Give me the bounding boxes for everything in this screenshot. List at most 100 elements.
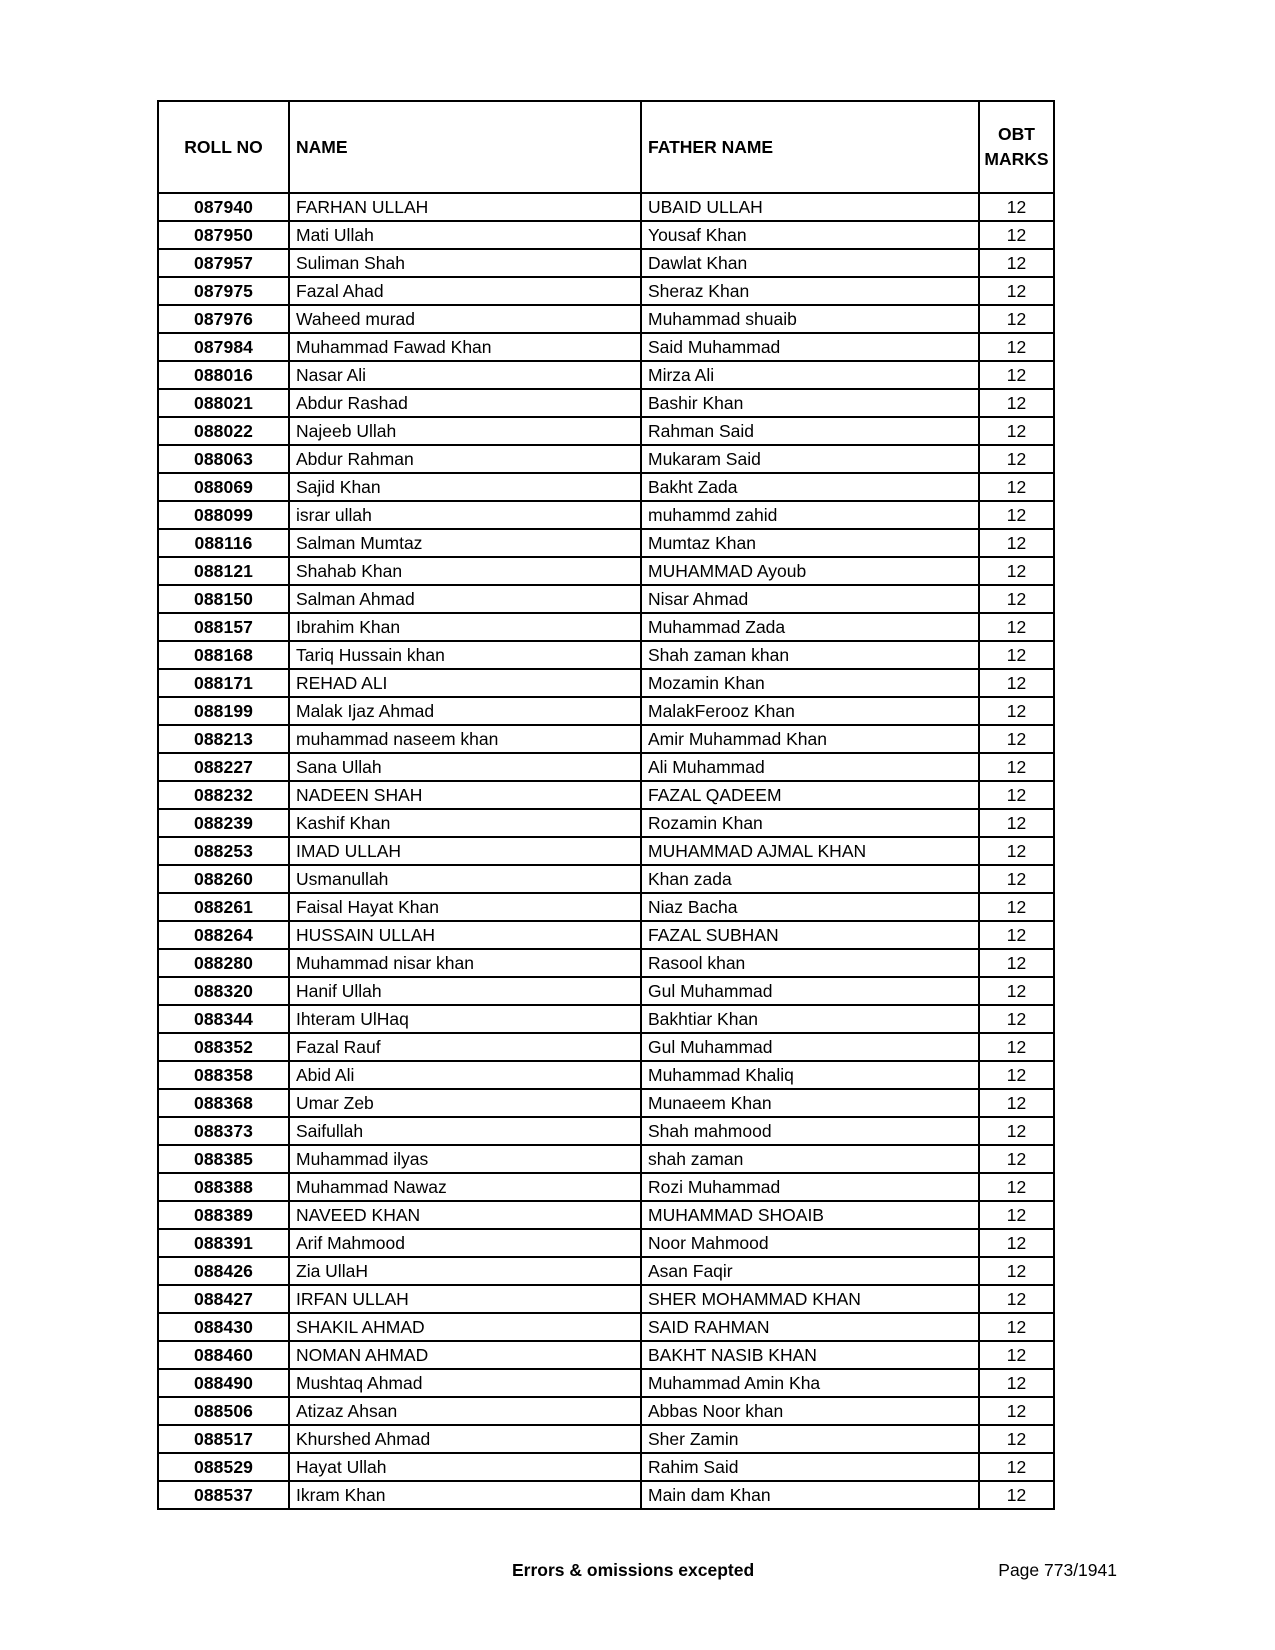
table-row: 088537 Ikram Khan Main dam Khan 12 bbox=[157, 1480, 1055, 1510]
cell-father-name: Mumtaz Khan bbox=[640, 528, 980, 558]
cell-father-name: Main dam Khan bbox=[640, 1480, 980, 1510]
cell-roll-no: 088517 bbox=[157, 1424, 290, 1454]
cell-roll-no: 088232 bbox=[157, 780, 290, 810]
table-row: 087976 Waheed murad Muhammad shuaib 12 bbox=[157, 304, 1055, 334]
table-row: 088022 Najeeb Ullah Rahman Said 12 bbox=[157, 416, 1055, 446]
cell-father-name: Gul Muhammad bbox=[640, 976, 980, 1006]
cell-roll-no: 087976 bbox=[157, 304, 290, 334]
cell-father-name: Shah mahmood bbox=[640, 1116, 980, 1146]
cell-father-name: Bashir Khan bbox=[640, 388, 980, 418]
cell-obt-marks: 12 bbox=[978, 528, 1055, 558]
cell-roll-no: 088385 bbox=[157, 1144, 290, 1174]
cell-roll-no: 088373 bbox=[157, 1116, 290, 1146]
cell-roll-no: 087950 bbox=[157, 220, 290, 250]
cell-roll-no: 087940 bbox=[157, 192, 290, 222]
cell-roll-no: 088063 bbox=[157, 444, 290, 474]
cell-name: Hanif Ullah bbox=[288, 976, 642, 1006]
cell-obt-marks: 12 bbox=[978, 1368, 1055, 1398]
cell-roll-no: 088213 bbox=[157, 724, 290, 754]
cell-obt-marks: 12 bbox=[978, 1088, 1055, 1118]
table-row: 087957 Suliman Shah Dawlat Khan 12 bbox=[157, 248, 1055, 278]
cell-name: Mushtaq Ahmad bbox=[288, 1368, 642, 1398]
cell-obt-marks: 12 bbox=[978, 1228, 1055, 1258]
table-row: 088121 Shahab Khan MUHAMMAD Ayoub 12 bbox=[157, 556, 1055, 586]
cell-roll-no: 088388 bbox=[157, 1172, 290, 1202]
cell-name: Salman Ahmad bbox=[288, 584, 642, 614]
table-row: 088063 Abdur Rahman Mukaram Said 12 bbox=[157, 444, 1055, 474]
cell-obt-marks: 12 bbox=[978, 1284, 1055, 1314]
cell-obt-marks: 12 bbox=[978, 1312, 1055, 1342]
table-row: 088213 muhammad naseem khan Amir Muhammad … bbox=[157, 724, 1055, 754]
cell-father-name: Mozamin Khan bbox=[640, 668, 980, 698]
table-row: 088352 Fazal Rauf Gul Muhammad 12 bbox=[157, 1032, 1055, 1062]
cell-roll-no: 087984 bbox=[157, 332, 290, 362]
cell-obt-marks: 12 bbox=[978, 360, 1055, 390]
cell-father-name: Noor Mahmood bbox=[640, 1228, 980, 1258]
table-row: 088150 Salman Ahmad Nisar Ahmad 12 bbox=[157, 584, 1055, 614]
cell-obt-marks: 12 bbox=[978, 472, 1055, 502]
cell-name: NAVEED KHAN bbox=[288, 1200, 642, 1230]
cell-name: Abid Ali bbox=[288, 1060, 642, 1090]
marks-table: ROLL NO NAME FATHER NAME OBT MARKS 08794… bbox=[157, 100, 1055, 1510]
cell-father-name: Rahim Said bbox=[640, 1452, 980, 1482]
cell-name: muhammad naseem khan bbox=[288, 724, 642, 754]
cell-father-name: UBAID ULLAH bbox=[640, 192, 980, 222]
cell-father-name: Ali Muhammad bbox=[640, 752, 980, 782]
table-row: 088368 Umar Zeb Munaeem Khan 12 bbox=[157, 1088, 1055, 1118]
cell-father-name: Said Muhammad bbox=[640, 332, 980, 362]
cell-obt-marks: 12 bbox=[978, 640, 1055, 670]
cell-roll-no: 087975 bbox=[157, 276, 290, 306]
cell-name: Faisal Hayat Khan bbox=[288, 892, 642, 922]
cell-father-name: shah zaman bbox=[640, 1144, 980, 1174]
cell-obt-marks: 12 bbox=[978, 584, 1055, 614]
cell-father-name: Muhammad shuaib bbox=[640, 304, 980, 334]
cell-obt-marks: 12 bbox=[978, 192, 1055, 222]
cell-father-name: Muhammad Khaliq bbox=[640, 1060, 980, 1090]
cell-name: Atizaz Ahsan bbox=[288, 1396, 642, 1426]
cell-obt-marks: 12 bbox=[978, 836, 1055, 866]
table-row: 088427 IRFAN ULLAH SHER MOHAMMAD KHAN 12 bbox=[157, 1284, 1055, 1314]
cell-father-name: MalakFerooz Khan bbox=[640, 696, 980, 726]
cell-obt-marks: 12 bbox=[978, 416, 1055, 446]
cell-obt-marks: 12 bbox=[978, 948, 1055, 978]
cell-father-name: Dawlat Khan bbox=[640, 248, 980, 278]
cell-name: Muhammad ilyas bbox=[288, 1144, 642, 1174]
cell-obt-marks: 12 bbox=[978, 1060, 1055, 1090]
table-row: 088099 israr ullah muhammd zahid 12 bbox=[157, 500, 1055, 530]
cell-name: Muhammad Fawad Khan bbox=[288, 332, 642, 362]
cell-obt-marks: 12 bbox=[978, 1480, 1055, 1510]
cell-name: Tariq Hussain khan bbox=[288, 640, 642, 670]
cell-roll-no: 088116 bbox=[157, 528, 290, 558]
cell-name: NOMAN AHMAD bbox=[288, 1340, 642, 1370]
cell-father-name: Munaeem Khan bbox=[640, 1088, 980, 1118]
table-row: 088261 Faisal Hayat Khan Niaz Bacha 12 bbox=[157, 892, 1055, 922]
cell-name: IMAD ULLAH bbox=[288, 836, 642, 866]
cell-roll-no: 088168 bbox=[157, 640, 290, 670]
cell-obt-marks: 12 bbox=[978, 248, 1055, 278]
cell-obt-marks: 12 bbox=[978, 1144, 1055, 1174]
table-row: 088388 Muhammad Nawaz Rozi Muhammad 12 bbox=[157, 1172, 1055, 1202]
column-header-obt-marks-line2: MARKS bbox=[984, 149, 1049, 169]
table-row: 088239 Kashif Khan Rozamin Khan 12 bbox=[157, 808, 1055, 838]
cell-father-name: FAZAL SUBHAN bbox=[640, 920, 980, 950]
cell-obt-marks: 12 bbox=[978, 780, 1055, 810]
cell-roll-no: 088460 bbox=[157, 1340, 290, 1370]
cell-obt-marks: 12 bbox=[978, 976, 1055, 1006]
cell-obt-marks: 12 bbox=[978, 1032, 1055, 1062]
table-header-row: ROLL NO NAME FATHER NAME OBT MARKS bbox=[157, 100, 1055, 194]
cell-father-name: Mirza Ali bbox=[640, 360, 980, 390]
cell-obt-marks: 12 bbox=[978, 332, 1055, 362]
footer-disclaimer: Errors & omissions excepted bbox=[512, 1560, 755, 1580]
table-row: 088426 Zia UllaH Asan Faqir 12 bbox=[157, 1256, 1055, 1286]
cell-name: Sajid Khan bbox=[288, 472, 642, 502]
marks-table-container: ROLL NO NAME FATHER NAME OBT MARKS 08794… bbox=[157, 100, 1055, 1510]
cell-roll-no: 088021 bbox=[157, 388, 290, 418]
column-header-roll-no: ROLL NO bbox=[157, 100, 290, 194]
cell-name: Waheed murad bbox=[288, 304, 642, 334]
cell-roll-no: 088389 bbox=[157, 1200, 290, 1230]
cell-obt-marks: 12 bbox=[978, 920, 1055, 950]
cell-roll-no: 088239 bbox=[157, 808, 290, 838]
cell-name: Suliman Shah bbox=[288, 248, 642, 278]
table-row: 088171 REHAD ALI Mozamin Khan 12 bbox=[157, 668, 1055, 698]
